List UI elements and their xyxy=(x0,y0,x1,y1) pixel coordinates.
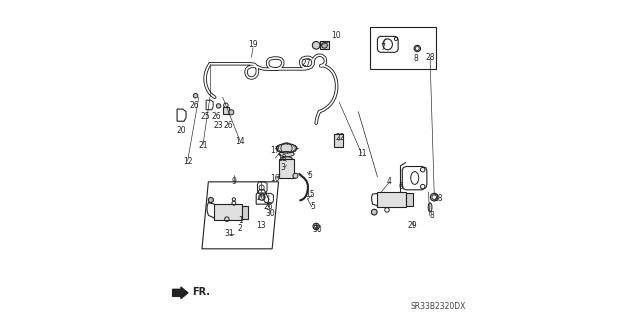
Bar xyxy=(214,204,242,220)
Circle shape xyxy=(313,223,319,230)
Text: 26: 26 xyxy=(211,112,221,121)
Text: 27: 27 xyxy=(302,59,312,68)
Text: 1: 1 xyxy=(238,216,243,225)
Text: 8: 8 xyxy=(413,54,418,63)
Text: 22: 22 xyxy=(335,133,344,142)
Text: 29: 29 xyxy=(408,221,417,230)
Text: 30: 30 xyxy=(312,225,322,234)
Bar xyxy=(378,192,406,207)
Text: 30: 30 xyxy=(266,209,275,218)
Text: 11: 11 xyxy=(356,149,366,158)
Circle shape xyxy=(228,110,234,115)
Polygon shape xyxy=(276,144,297,153)
Text: 12: 12 xyxy=(183,157,193,166)
Circle shape xyxy=(415,47,419,50)
Text: 3: 3 xyxy=(281,163,285,172)
Text: 16: 16 xyxy=(271,174,280,183)
Circle shape xyxy=(293,173,298,178)
Text: 23: 23 xyxy=(213,121,223,130)
Text: 5: 5 xyxy=(307,171,312,180)
Text: 9: 9 xyxy=(232,177,236,186)
Text: 10: 10 xyxy=(331,31,340,40)
Bar xyxy=(371,27,436,69)
Text: 15: 15 xyxy=(306,190,316,199)
Text: 26: 26 xyxy=(256,193,266,202)
Bar xyxy=(406,193,413,206)
Text: 6: 6 xyxy=(399,182,404,191)
Ellipse shape xyxy=(281,157,292,160)
Circle shape xyxy=(216,104,221,108)
Text: 20: 20 xyxy=(177,126,186,135)
Text: 8: 8 xyxy=(429,211,434,220)
Text: 28: 28 xyxy=(426,53,435,62)
Circle shape xyxy=(321,42,327,48)
Text: 2: 2 xyxy=(237,224,242,233)
Text: 13: 13 xyxy=(256,221,266,230)
FancyArrow shape xyxy=(173,287,188,299)
Circle shape xyxy=(312,41,320,49)
Text: 31: 31 xyxy=(224,229,234,238)
Bar xyxy=(242,206,248,219)
Bar xyxy=(280,159,294,178)
Text: 26: 26 xyxy=(189,101,199,110)
Text: 18: 18 xyxy=(277,154,287,163)
Text: 7: 7 xyxy=(381,43,385,52)
Bar xyxy=(334,134,343,147)
Circle shape xyxy=(193,93,198,98)
Circle shape xyxy=(315,225,318,228)
Circle shape xyxy=(432,195,436,199)
Text: 28: 28 xyxy=(433,194,443,203)
Bar xyxy=(223,107,229,114)
Text: 26: 26 xyxy=(223,121,233,130)
Ellipse shape xyxy=(428,203,432,212)
Circle shape xyxy=(371,209,377,215)
Text: 21: 21 xyxy=(198,141,207,150)
Text: 4: 4 xyxy=(387,177,392,186)
Text: FR.: FR. xyxy=(192,287,210,297)
Text: 14: 14 xyxy=(236,137,245,146)
Text: 19: 19 xyxy=(248,40,258,48)
Text: 25: 25 xyxy=(200,112,210,121)
Circle shape xyxy=(414,45,420,52)
Circle shape xyxy=(209,197,214,203)
Text: 26: 26 xyxy=(263,202,273,211)
Text: 5: 5 xyxy=(310,202,316,211)
Text: SR33B2320DX: SR33B2320DX xyxy=(410,302,466,311)
Ellipse shape xyxy=(279,152,294,157)
Text: 17: 17 xyxy=(270,146,280,155)
Bar xyxy=(320,41,329,49)
Circle shape xyxy=(430,193,438,201)
